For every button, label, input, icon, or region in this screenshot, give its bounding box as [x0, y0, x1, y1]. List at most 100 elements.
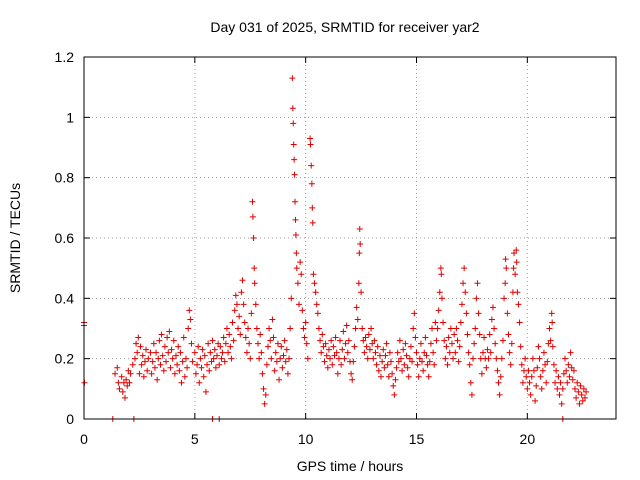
- data-point: [388, 358, 395, 365]
- data-point: [292, 216, 299, 223]
- data-point: [112, 370, 119, 377]
- data-point: [495, 379, 502, 386]
- data-point: [512, 271, 519, 278]
- data-point: [301, 334, 308, 341]
- data-point: [156, 337, 163, 344]
- data-point: [225, 349, 232, 356]
- data-point: [361, 349, 368, 356]
- data-point: [127, 370, 134, 377]
- data-point: [405, 373, 412, 380]
- data-point: [235, 325, 242, 332]
- data-point: [580, 385, 587, 392]
- data-point: [331, 352, 338, 359]
- data-point: [196, 379, 203, 386]
- data-point: [197, 355, 204, 362]
- data-point: [227, 343, 234, 350]
- data-point: [172, 352, 179, 359]
- data-point: [534, 364, 541, 371]
- data-point: [441, 337, 448, 344]
- data-point: [317, 337, 324, 344]
- data-point: [290, 141, 297, 148]
- data-point: [279, 364, 286, 371]
- data-point: [177, 349, 184, 356]
- data-point: [178, 379, 185, 386]
- x-tick-label: 20: [520, 431, 536, 447]
- data-point: [375, 367, 382, 374]
- data-point: [148, 370, 155, 377]
- data-point: [350, 358, 357, 365]
- data-point: [381, 364, 388, 371]
- data-point: [205, 340, 212, 347]
- data-points: [81, 75, 590, 422]
- data-point: [158, 331, 165, 338]
- data-point: [342, 340, 349, 347]
- data-point: [281, 337, 288, 344]
- data-point: [349, 376, 356, 383]
- data-point: [365, 331, 372, 338]
- y-tick-label: 0.6: [55, 230, 75, 246]
- data-point: [248, 310, 255, 317]
- data-point: [542, 361, 549, 368]
- data-point: [266, 325, 273, 332]
- data-point: [488, 316, 495, 323]
- data-point: [221, 358, 228, 365]
- data-point: [286, 355, 293, 362]
- data-point: [287, 325, 294, 332]
- data-point: [136, 370, 143, 377]
- data-point: [328, 337, 335, 344]
- data-point: [124, 382, 131, 389]
- data-point: [484, 346, 491, 353]
- data-point: [565, 361, 572, 368]
- data-point: [494, 367, 501, 374]
- data-point: [289, 105, 296, 112]
- data-point: [567, 349, 574, 356]
- data-point: [553, 367, 560, 374]
- data-point: [514, 289, 521, 296]
- data-point: [238, 289, 245, 296]
- data-point: [539, 367, 546, 374]
- data-point: [292, 198, 299, 205]
- data-point: [533, 382, 540, 389]
- data-point: [483, 364, 490, 371]
- data-point: [549, 319, 556, 326]
- data-point: [329, 361, 336, 368]
- data-point: [189, 358, 196, 365]
- data-point: [486, 331, 493, 338]
- data-point: [157, 361, 164, 368]
- data-point: [425, 373, 432, 380]
- data-point: [557, 379, 564, 386]
- data-point: [252, 301, 259, 308]
- data-point: [566, 373, 573, 380]
- data-point: [237, 331, 244, 338]
- data-point: [468, 391, 475, 398]
- data-point: [264, 343, 271, 350]
- data-point: [372, 349, 379, 356]
- data-point: [467, 379, 474, 386]
- data-point: [555, 373, 562, 380]
- data-point: [380, 346, 387, 353]
- data-point: [119, 388, 126, 395]
- data-point: [581, 394, 588, 401]
- data-point: [138, 361, 145, 368]
- data-point: [462, 289, 469, 296]
- data-point: [416, 355, 423, 362]
- data-point: [165, 349, 172, 356]
- data-point: [302, 319, 309, 326]
- data-point: [440, 319, 447, 326]
- data-point: [167, 364, 174, 371]
- data-point: [339, 346, 346, 353]
- data-point: [354, 316, 361, 323]
- data-point: [373, 361, 380, 368]
- data-point: [250, 235, 257, 241]
- data-point: [151, 364, 158, 371]
- data-point: [284, 370, 291, 377]
- data-point: [463, 310, 470, 317]
- data-point: [231, 307, 238, 314]
- data-point: [407, 343, 414, 350]
- data-point: [547, 337, 554, 344]
- data-point: [559, 385, 566, 392]
- data-point: [424, 361, 431, 368]
- data-point: [523, 373, 530, 380]
- data-point: [532, 397, 539, 404]
- data-point: [431, 361, 438, 368]
